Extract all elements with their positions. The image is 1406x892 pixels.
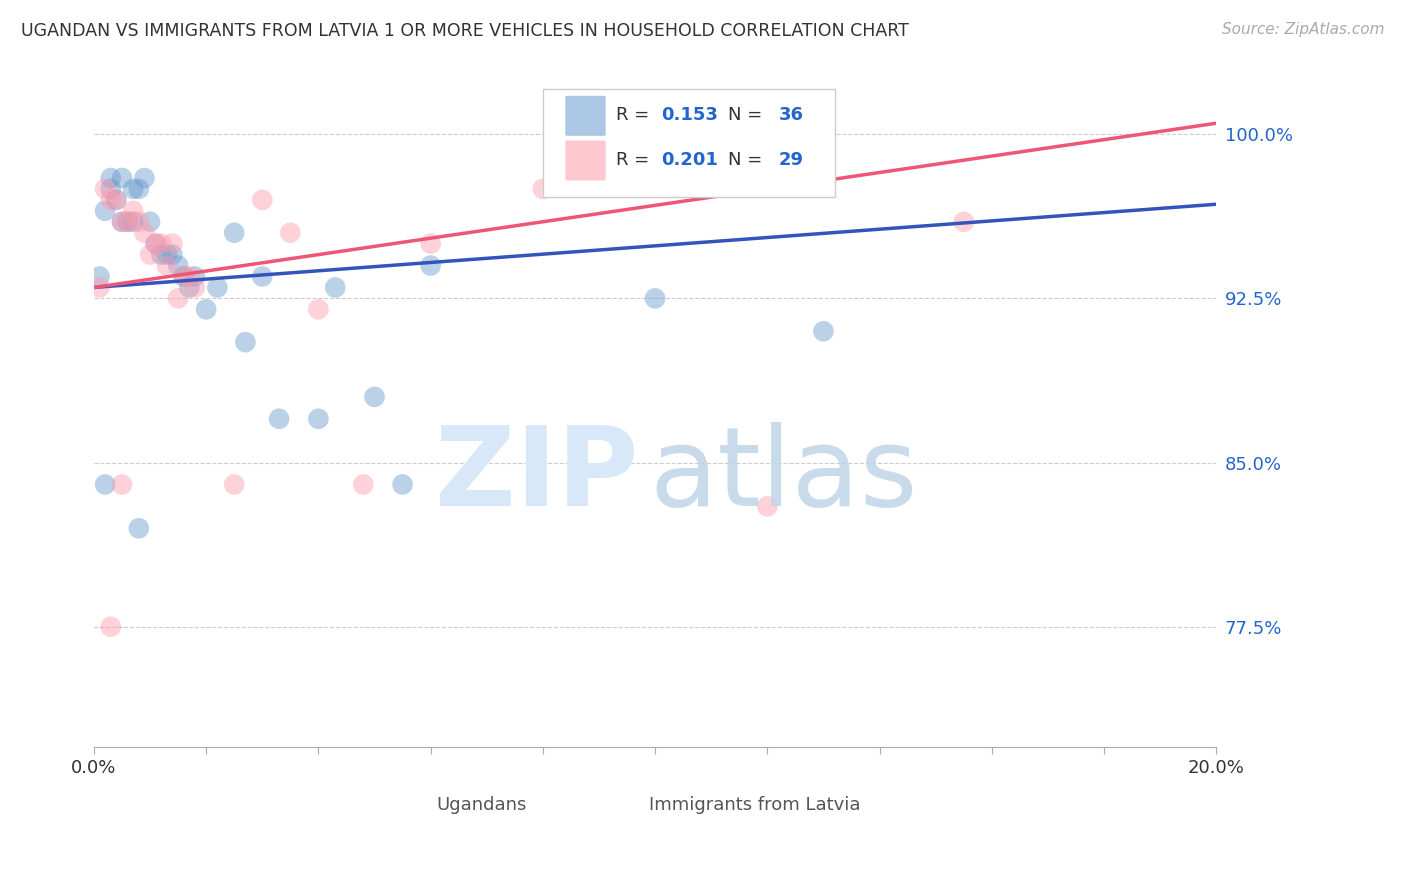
Text: Ugandans: Ugandans [436, 796, 527, 814]
Point [89, 269, 111, 284]
Point [644, 292, 666, 306]
Point [111, 171, 134, 186]
Point [89, 280, 111, 294]
Point [252, 193, 274, 207]
FancyBboxPatch shape [395, 787, 430, 823]
Point [269, 412, 291, 426]
Text: R =: R = [616, 106, 655, 125]
FancyBboxPatch shape [565, 95, 606, 136]
Point [105, 193, 128, 207]
Text: R =: R = [616, 151, 655, 169]
Point [139, 215, 162, 229]
Point [307, 302, 329, 317]
Point [391, 477, 413, 491]
Point [419, 259, 441, 273]
Point [156, 247, 179, 261]
Point [352, 477, 374, 491]
Point [363, 390, 385, 404]
Text: UGANDAN VS IMMIGRANTS FROM LATVIA 1 OR MORE VEHICLES IN HOUSEHOLD CORRELATION CH: UGANDAN VS IMMIGRANTS FROM LATVIA 1 OR M… [21, 22, 908, 40]
Point [952, 215, 974, 229]
Point [111, 215, 134, 229]
Point [167, 259, 190, 273]
Text: 0.201: 0.201 [661, 151, 717, 169]
Text: atlas: atlas [650, 422, 918, 529]
Point [122, 182, 145, 196]
Point [100, 620, 122, 634]
Text: N =: N = [728, 106, 768, 125]
Point [122, 215, 145, 229]
Point [531, 182, 554, 196]
Point [111, 215, 134, 229]
Point [117, 215, 139, 229]
Text: 0.153: 0.153 [661, 106, 717, 125]
Point [224, 226, 246, 240]
Point [235, 335, 257, 350]
Text: 29: 29 [779, 151, 804, 169]
Point [100, 193, 122, 207]
FancyBboxPatch shape [607, 787, 644, 823]
Point [117, 215, 139, 229]
Point [307, 412, 329, 426]
Point [134, 226, 156, 240]
FancyBboxPatch shape [543, 89, 835, 197]
Text: ZIP: ZIP [434, 422, 638, 529]
Point [756, 500, 779, 514]
Point [150, 247, 173, 261]
Point [100, 171, 122, 186]
Point [122, 203, 145, 218]
Text: Immigrants from Latvia: Immigrants from Latvia [650, 796, 860, 814]
Point [184, 269, 207, 284]
Text: 36: 36 [779, 106, 804, 125]
Point [128, 215, 150, 229]
FancyBboxPatch shape [565, 140, 606, 180]
Point [145, 236, 167, 251]
Point [207, 280, 229, 294]
Point [173, 269, 195, 284]
Point [128, 521, 150, 535]
Point [278, 226, 301, 240]
Text: Source: ZipAtlas.com: Source: ZipAtlas.com [1222, 22, 1385, 37]
Point [224, 477, 246, 491]
Point [167, 292, 190, 306]
Point [419, 236, 441, 251]
Point [94, 203, 117, 218]
Point [139, 247, 162, 261]
Point [145, 236, 167, 251]
Point [94, 477, 117, 491]
Point [156, 259, 179, 273]
Point [134, 171, 156, 186]
Point [813, 324, 835, 338]
Point [195, 302, 218, 317]
Point [150, 236, 173, 251]
Point [323, 280, 346, 294]
Point [94, 182, 117, 196]
Point [173, 269, 195, 284]
Point [105, 193, 128, 207]
Text: N =: N = [728, 151, 768, 169]
Point [162, 247, 184, 261]
Point [128, 182, 150, 196]
Point [179, 269, 201, 284]
Point [179, 280, 201, 294]
Point [184, 280, 207, 294]
Point [100, 182, 122, 196]
Point [111, 477, 134, 491]
Point [252, 269, 274, 284]
Point [162, 236, 184, 251]
